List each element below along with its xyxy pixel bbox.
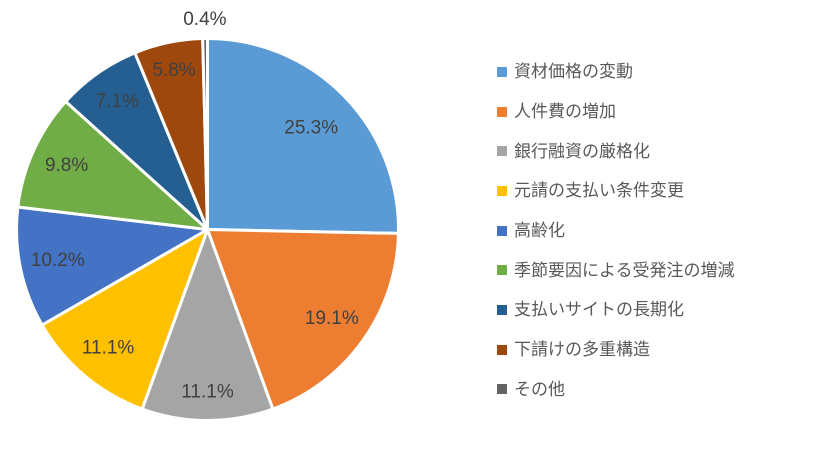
legend-swatch-icon xyxy=(497,66,507,77)
data-label-1: 25.3% xyxy=(284,117,338,138)
legend-label: 元請の支払い条件変更 xyxy=(514,181,684,201)
legend-item-8: 下請けの多重構造 xyxy=(497,330,735,370)
legend-label: その他 xyxy=(514,379,565,399)
legend: 資材価格の変動 人件費の増加銀行融資の厳格化元請の支払い条件変更 高齢化季節要因によ… xyxy=(497,52,735,409)
pie-slice-5 xyxy=(15,205,209,327)
data-label-8: 5.8% xyxy=(152,60,195,81)
data-label-9: 0.4% xyxy=(183,9,226,30)
pie-slice-1 xyxy=(206,37,400,235)
legend-item-3: 銀行融資の厳格化 xyxy=(497,131,735,171)
legend-item-5: 高齢化 xyxy=(497,211,735,251)
legend-label: 高齢化 xyxy=(514,221,565,241)
legend-swatch-icon xyxy=(497,106,507,117)
legend-label: 人件費の増加 xyxy=(514,102,616,122)
legend-swatch-icon xyxy=(497,146,507,157)
data-label-4: 11.1% xyxy=(82,338,135,359)
legend-item-7: 支払いサイトの長期化 xyxy=(497,290,735,330)
legend-item-1: 資材価格の変動 xyxy=(497,52,735,92)
legend-swatch-icon xyxy=(497,225,507,236)
legend-swatch-icon xyxy=(497,265,507,276)
legend-label: 下請けの多重構造 xyxy=(514,340,650,360)
pie-slice-6 xyxy=(16,100,209,231)
pie-slice-4 xyxy=(40,228,209,411)
legend-swatch-icon xyxy=(497,344,507,355)
legend-label: 季節要因による受発注の増減 xyxy=(514,260,735,280)
legend-swatch-icon xyxy=(497,384,507,395)
legend-swatch-icon xyxy=(497,304,507,315)
legend-item-4: 元請の支払い条件変更 xyxy=(497,171,735,211)
legend-item-9: その他 xyxy=(497,370,735,410)
data-label-7: 7.1% xyxy=(96,91,139,112)
legend-label: 資材価格の変動 xyxy=(514,62,633,82)
legend-item-6: 季節要因による受発注の増減 xyxy=(497,250,735,290)
pie-chart: 25.3% 19.1% 11.1% 11.1% 10.2% 9.8% 7.1% 5.8% 0.4… xyxy=(15,9,400,422)
legend-label: 支払いサイトの長期化 xyxy=(514,300,684,320)
legend-item-2: 人件費の増加 xyxy=(497,92,735,132)
legend-swatch-icon xyxy=(497,185,507,196)
data-label-6: 9.8% xyxy=(45,155,88,176)
pie-slice-2 xyxy=(206,228,400,411)
data-label-3: 11.1% xyxy=(181,381,234,402)
data-label-5: 10.2% xyxy=(31,250,85,271)
data-label-2: 19.1% xyxy=(305,308,359,329)
legend-label: 銀行融資の厳格化 xyxy=(514,141,650,161)
pie-slice-9 xyxy=(201,36,209,231)
pie-slice-3 xyxy=(140,228,275,422)
